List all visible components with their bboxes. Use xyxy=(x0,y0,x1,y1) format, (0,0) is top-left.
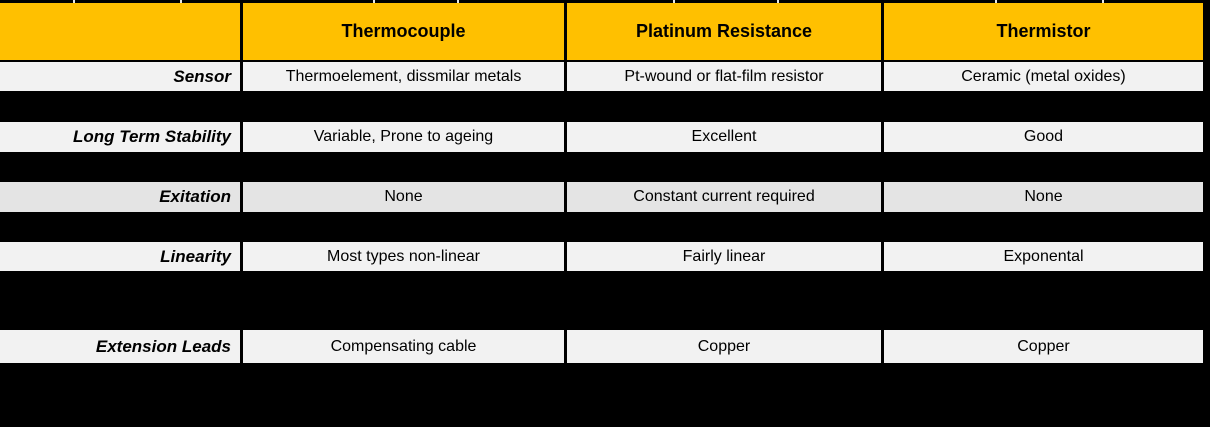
table-cell: Compensating cable xyxy=(243,330,567,363)
table-cell: Fairly linear xyxy=(567,242,884,271)
crop-border-tick xyxy=(180,0,182,3)
table-cell: Variable, Prone to ageing xyxy=(243,122,567,152)
table-cell: Pt-wound or flat-film resistor xyxy=(567,62,884,91)
column-header-platinum-resistance: Platinum Resistance xyxy=(567,3,884,60)
table-cell: Most types non-linear xyxy=(243,242,567,271)
cropped-row-strip xyxy=(0,0,1210,3)
table-cell: Thermoelement, dissmilar metals xyxy=(243,62,567,91)
column-header-thermistor: Thermistor xyxy=(884,3,1203,60)
crop-border-tick xyxy=(373,0,375,3)
table-cell: None xyxy=(243,182,567,212)
table-row-exitation: Exitation None Constant current required… xyxy=(0,182,1203,212)
table-row-long-term-stability: Long Term Stability Variable, Prone to a… xyxy=(0,122,1203,152)
table-row-sensor: Sensor Thermoelement, dissmilar metals P… xyxy=(0,62,1203,91)
crop-border-tick xyxy=(73,0,75,3)
table-cell: Copper xyxy=(884,330,1203,363)
table-header-row: Thermocouple Platinum Resistance Thermis… xyxy=(0,3,1203,60)
crop-border-tick xyxy=(457,0,459,3)
table-row-extension-leads: Extension Leads Compensating cable Coppe… xyxy=(0,330,1203,363)
table-cell: Good xyxy=(884,122,1203,152)
header-corner-cell xyxy=(0,3,243,60)
table-cell: Ceramic (metal oxides) xyxy=(884,62,1203,91)
row-label: Exitation xyxy=(0,182,243,212)
crop-border-tick xyxy=(1102,0,1104,3)
crop-border-tick xyxy=(777,0,779,3)
row-label: Long Term Stability xyxy=(0,122,243,152)
row-label: Sensor xyxy=(0,62,243,91)
table-cell: Constant current required xyxy=(567,182,884,212)
table-row-linearity: Linearity Most types non-linear Fairly l… xyxy=(0,242,1203,271)
row-label: Linearity xyxy=(0,242,243,271)
column-header-thermocouple: Thermocouple xyxy=(243,3,567,60)
table-cell: Exponental xyxy=(884,242,1203,271)
row-label: Extension Leads xyxy=(0,330,243,363)
table-cell: None xyxy=(884,182,1203,212)
crop-border-tick xyxy=(995,0,997,3)
table-cell: Copper xyxy=(567,330,884,363)
table-cell: Excellent xyxy=(567,122,884,152)
crop-border-tick xyxy=(673,0,675,3)
